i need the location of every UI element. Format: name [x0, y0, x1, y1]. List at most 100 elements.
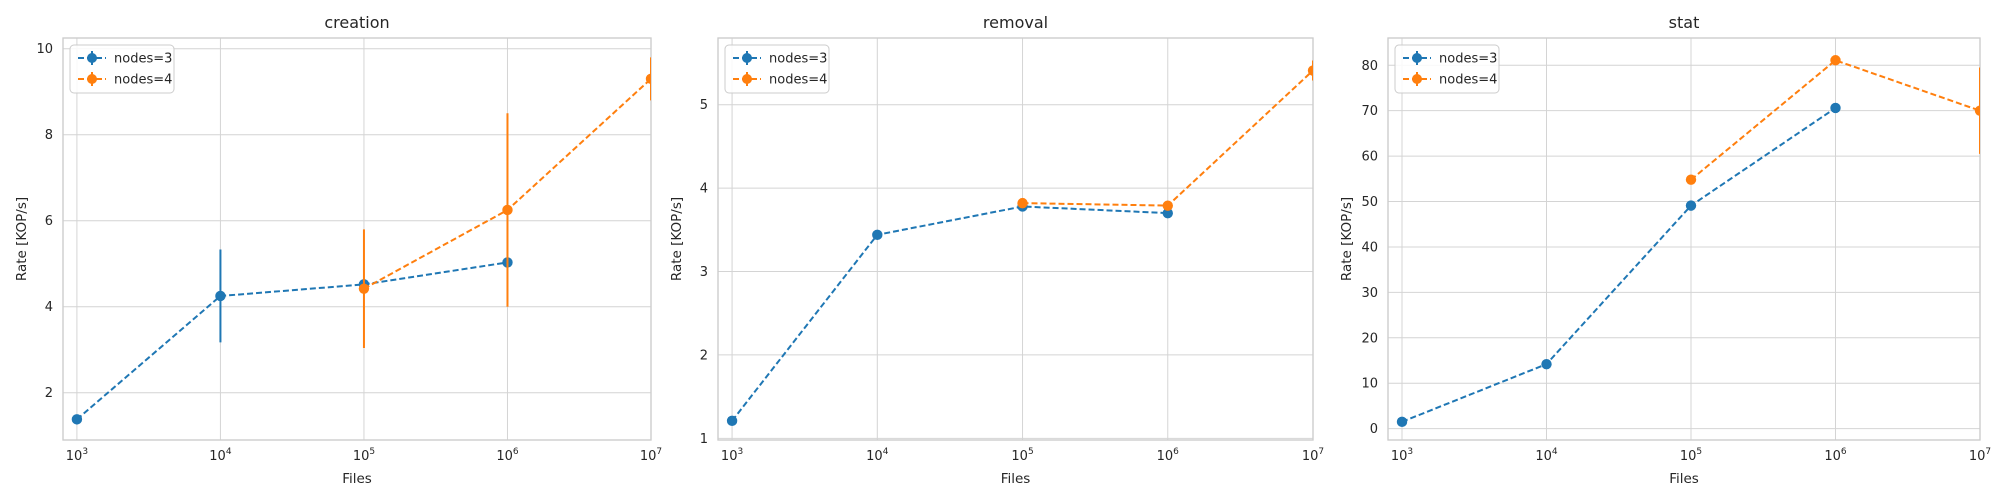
plot-frame [717, 37, 1314, 441]
legend-label: nodes=3 [114, 52, 172, 67]
x-tick-exponent: 3 [1407, 447, 1413, 457]
x-tick-label: 107 [640, 447, 662, 464]
plot-area [1387, 37, 1981, 441]
x-tick-base: 10 [1535, 449, 1552, 464]
y-tick-label: 1 [700, 432, 708, 447]
data-point [1307, 65, 1313, 76]
y-tick-label: 70 [1361, 104, 1378, 119]
x-tick-exponent: 5 [1028, 447, 1034, 457]
x-axis-label: Files [1001, 471, 1031, 487]
x-tick-label: 103 [1391, 447, 1413, 464]
x-tick-base: 10 [721, 449, 738, 464]
x-tick-label: 106 [1824, 447, 1847, 464]
series-line-nodes=3 [731, 205, 1168, 422]
x-tick-exponent: 4 [883, 447, 889, 457]
x-tick-label: 105 [353, 447, 375, 464]
data-point [1017, 197, 1028, 209]
x-tick-exponent: 7 [1318, 447, 1324, 457]
x-tick-exponent: 6 [1841, 447, 1847, 457]
data-point [1162, 200, 1173, 211]
data-point [872, 229, 883, 241]
y-axis-label: Rate [KOP/s] [14, 197, 30, 281]
data-point [502, 204, 513, 216]
y-tick-label: 30 [1361, 286, 1378, 301]
y-tick-label: 40 [1361, 240, 1378, 255]
legend-marker [87, 53, 97, 63]
y-tick-label: 10 [1361, 377, 1378, 392]
y-tick-label: 0 [1370, 422, 1378, 437]
series-line-nodes=3 [1401, 107, 1837, 423]
x-tick-exponent: 4 [226, 447, 232, 457]
y-tick-label: 10 [36, 42, 53, 57]
x-tick-exponent: 4 [1552, 447, 1558, 457]
y-axis-label: Rate [KOP/s] [669, 197, 685, 281]
x-tick-label: 106 [496, 447, 519, 464]
data-point [215, 290, 226, 302]
legend-marker [1412, 74, 1422, 84]
x-tick-base: 10 [1969, 449, 1986, 464]
x-tick-label: 107 [1302, 447, 1324, 464]
legend-marker [742, 74, 752, 84]
x-tick-exponent: 3 [737, 447, 743, 457]
x-tick-exponent: 7 [1985, 447, 1991, 457]
data-layer [71, 57, 651, 425]
y-tick-label: 8 [45, 128, 53, 143]
data-point [1685, 174, 1697, 185]
data-layer [1396, 55, 1980, 428]
data-point [1830, 102, 1841, 114]
x-tick-exponent: 5 [369, 447, 375, 457]
y-tick-label: 6 [45, 214, 53, 229]
x-tick-exponent: 6 [1173, 447, 1179, 457]
y-tick-label: 4 [700, 182, 708, 197]
plot-frame [62, 37, 652, 441]
x-tick-label: 106 [1157, 447, 1180, 464]
y-tick-label: 4 [45, 300, 53, 315]
x-tick-base: 10 [1302, 449, 1319, 464]
data-point [1685, 200, 1697, 211]
x-tick-label: 104 [1535, 447, 1558, 464]
legend-label: nodes=4 [769, 73, 827, 88]
chart-title: stat [1669, 13, 1700, 32]
plot-area [717, 37, 1314, 441]
chart-title: creation [324, 13, 389, 32]
data-layer [726, 60, 1313, 427]
legend-label: nodes=3 [769, 52, 827, 67]
x-axis-label: Files [1669, 471, 1699, 487]
legend-label: nodes=4 [114, 73, 172, 88]
x-tick-label: 104 [866, 447, 889, 464]
x-tick-base: 10 [1824, 449, 1841, 464]
x-tick-label: 107 [1969, 447, 1991, 464]
data-point [645, 73, 651, 85]
y-tick-label: 3 [700, 265, 708, 280]
legend-marker [742, 53, 752, 63]
x-tick-base: 10 [866, 449, 883, 464]
x-tick-label: 105 [1011, 447, 1033, 464]
y-tick-label: 2 [700, 348, 708, 363]
y-axis-label: Rate [KOP/s] [1339, 197, 1355, 281]
data-point [358, 283, 370, 294]
plot-area [62, 37, 652, 441]
chart-panel-stat: 103 104 105 106 10701020304050607080FilesRat… [1339, 13, 1991, 487]
legend-marker [1412, 53, 1422, 63]
x-tick-label: 104 [209, 447, 232, 464]
x-tick-exponent: 5 [1696, 447, 1702, 457]
legend-label: nodes=3 [1439, 52, 1497, 67]
legend-marker [87, 74, 97, 84]
y-tick-label: 2 [45, 386, 53, 401]
x-tick-base: 10 [1680, 449, 1697, 464]
data-point [1162, 207, 1173, 219]
x-tick-base: 10 [209, 449, 226, 464]
data-point [71, 414, 83, 425]
series-line-nodes=4 [1690, 59, 1980, 181]
y-tick-label: 80 [1361, 59, 1378, 74]
x-tick-base: 10 [640, 449, 657, 464]
x-tick-label: 103 [66, 447, 88, 464]
data-point [1974, 105, 1980, 116]
data-point [1830, 55, 1841, 66]
series-line-nodes=3 [76, 261, 508, 421]
data-point [1541, 358, 1552, 370]
x-tick-base: 10 [1157, 449, 1174, 464]
